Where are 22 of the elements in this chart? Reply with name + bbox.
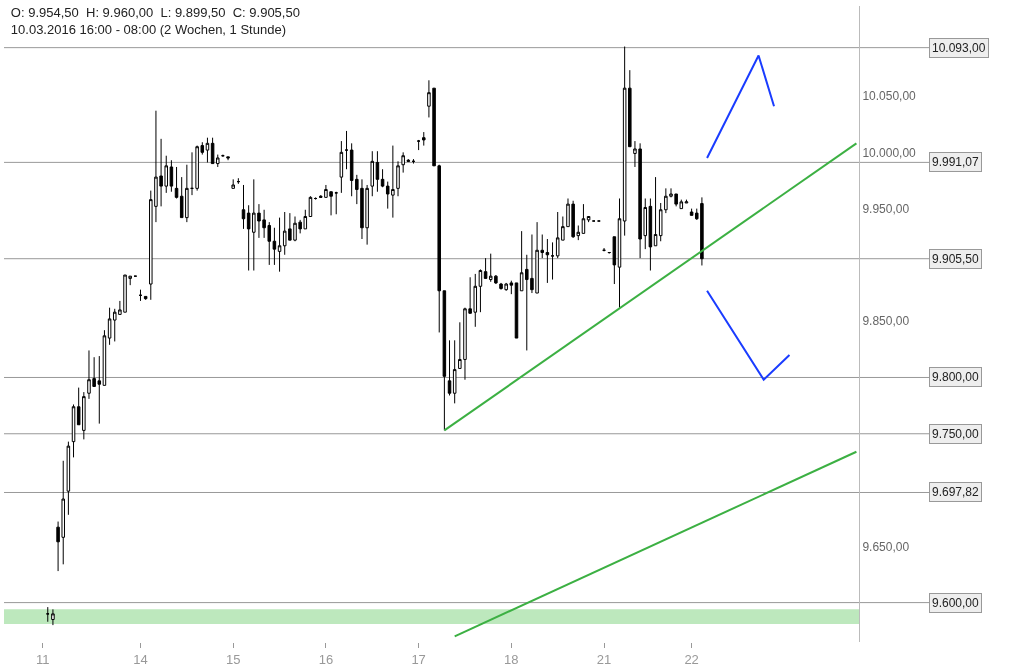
ref-line-label: 9.697,82 (932, 485, 980, 499)
text: 10.03.2016 16:00 - 08:00 (2 Wochen, 1 Stunde) (10, 21, 286, 37)
y-tick-label: 10.050,00 (862, 89, 917, 104)
x-tick-label: 22 (684, 651, 699, 667)
x-tick-label: 11 (35, 651, 50, 667)
ref-line-label: 10.093,00 (932, 41, 986, 55)
x-tick-label: 15 (225, 651, 241, 667)
y-tick-label: 9.650,00 (862, 539, 910, 554)
x-tick-label: 14 (133, 651, 148, 667)
y-tick-label: 10.000,00 (862, 145, 917, 160)
x-tick-label: 21 (596, 651, 612, 667)
ref-line-label: 9.991,07 (932, 155, 980, 169)
ref-line-label: 9.800,00 (932, 370, 980, 384)
ref-line-label: 9.750,00 (932, 427, 980, 441)
y-tick-label: 9.950,00 (862, 201, 910, 216)
x-tick-label: 17 (411, 651, 426, 667)
chart-title: O: 9.954,50 H: 9.960,00 L: 9.899,50 C: 9.905,50 (10, 4, 300, 20)
ref-line-label: 9.905,50 (932, 252, 980, 266)
x-tick-label: 18 (504, 651, 519, 667)
y-tick-label: 9.850,00 (862, 314, 910, 329)
ref-line-label: 9.600,00 (932, 596, 980, 610)
x-tick-label: 16 (318, 651, 334, 667)
